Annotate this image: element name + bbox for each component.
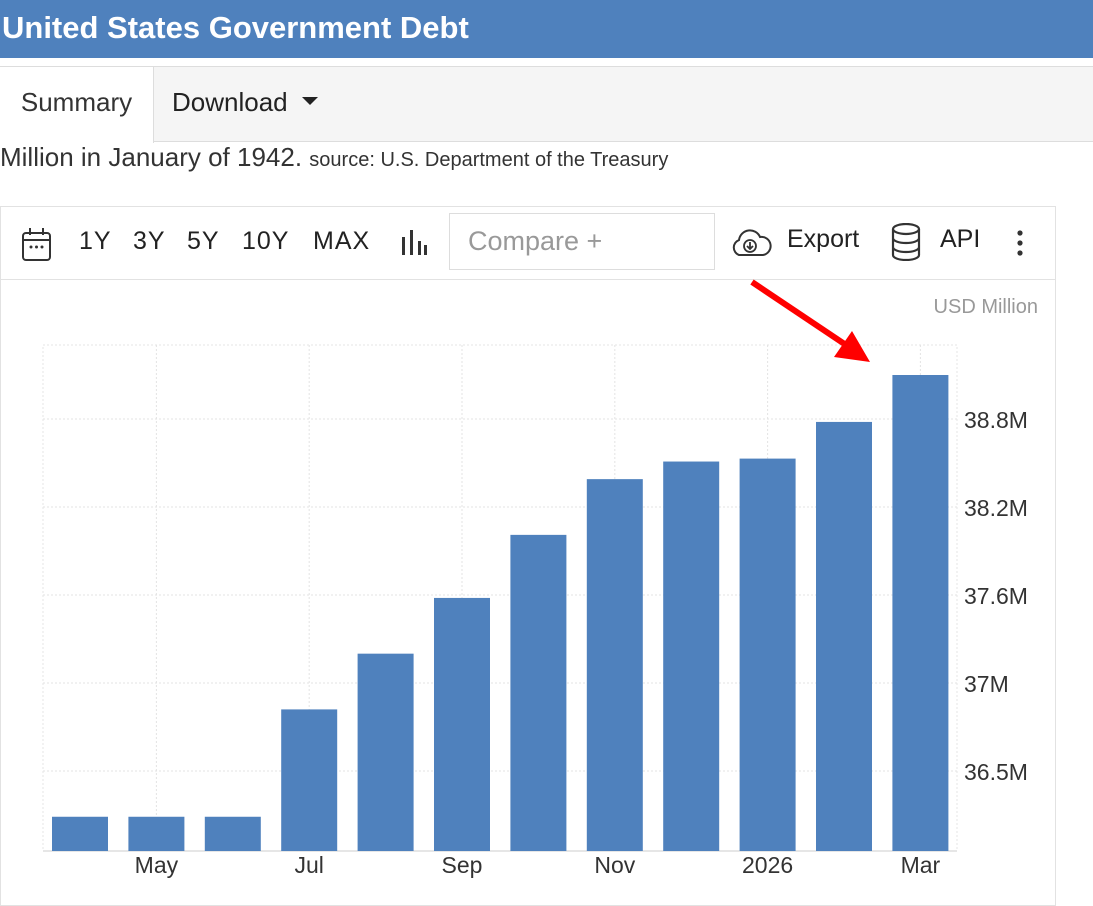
annotation-arrow [750, 279, 870, 362]
database-icon[interactable] [891, 223, 921, 261]
more-vertical-icon[interactable] [1015, 229, 1025, 259]
bar-aug-2025[interactable] [357, 653, 414, 851]
bar-mar-2026[interactable] [892, 375, 949, 851]
range-1y[interactable]: 1Y [79, 227, 112, 255]
y-tick-label: 38.2M [964, 495, 1028, 521]
source-text: source: U.S. Department of the Treasury [309, 149, 669, 171]
y-tick-label: 38.8M [964, 407, 1028, 433]
caret-down-icon [301, 97, 318, 106]
compare-input[interactable]: Compare + [449, 213, 715, 270]
range-max[interactable]: MAX [313, 227, 371, 255]
bar-jul-2025[interactable] [281, 709, 338, 851]
page-title: United States Government Debt [0, 0, 1093, 58]
range-3y[interactable]: 3Y [133, 227, 166, 255]
cloud-download-icon[interactable] [729, 227, 773, 259]
tab-download-label: Download [172, 87, 288, 117]
bar-jun-2025[interactable] [204, 816, 261, 851]
bar-oct-2025[interactable] [510, 534, 567, 851]
tab-summary[interactable]: Summary [0, 67, 154, 143]
export-button[interactable]: Export [787, 225, 860, 253]
chart-toolbar: 1Y 3Y 5Y 10Y MAX Compare + Export API [1, 207, 1055, 280]
description-text: Million in January of 1942. [0, 142, 303, 172]
x-tick-label: Sep [442, 852, 483, 878]
x-tick-label: Jul [294, 852, 323, 878]
x-tick-label: Mar [901, 852, 941, 878]
bar-feb-2026[interactable] [816, 421, 872, 851]
y-tick-label: 37.6M [964, 583, 1028, 609]
x-tick-label: 2026 [742, 852, 793, 878]
range-10y[interactable]: 10Y [242, 227, 290, 255]
calendar-icon[interactable] [21, 227, 53, 263]
tab-download[interactable]: Download [172, 67, 318, 143]
bar-chart-icon[interactable] [401, 229, 427, 257]
y-tick-label: 36.5M [964, 759, 1028, 785]
x-tick-label: May [135, 852, 179, 878]
unit-label: USD Million [934, 296, 1038, 318]
x-tick-label: Nov [594, 852, 635, 878]
range-5y[interactable]: 5Y [187, 227, 220, 255]
tab-bar: Summary Download [0, 66, 1093, 143]
bar-nov-2025[interactable] [586, 479, 643, 851]
bar-jan-2026[interactable] [739, 458, 796, 851]
y-tick-label: 37M [964, 671, 1009, 697]
api-button[interactable]: API [940, 225, 981, 253]
bar-sep-2025[interactable] [434, 597, 490, 851]
bar-may-2025[interactable] [128, 816, 185, 851]
description: Million in January of 1942. source: U.S.… [0, 142, 668, 173]
bar-apr-2025[interactable] [52, 816, 108, 851]
bar-dec-2025[interactable] [663, 461, 720, 851]
